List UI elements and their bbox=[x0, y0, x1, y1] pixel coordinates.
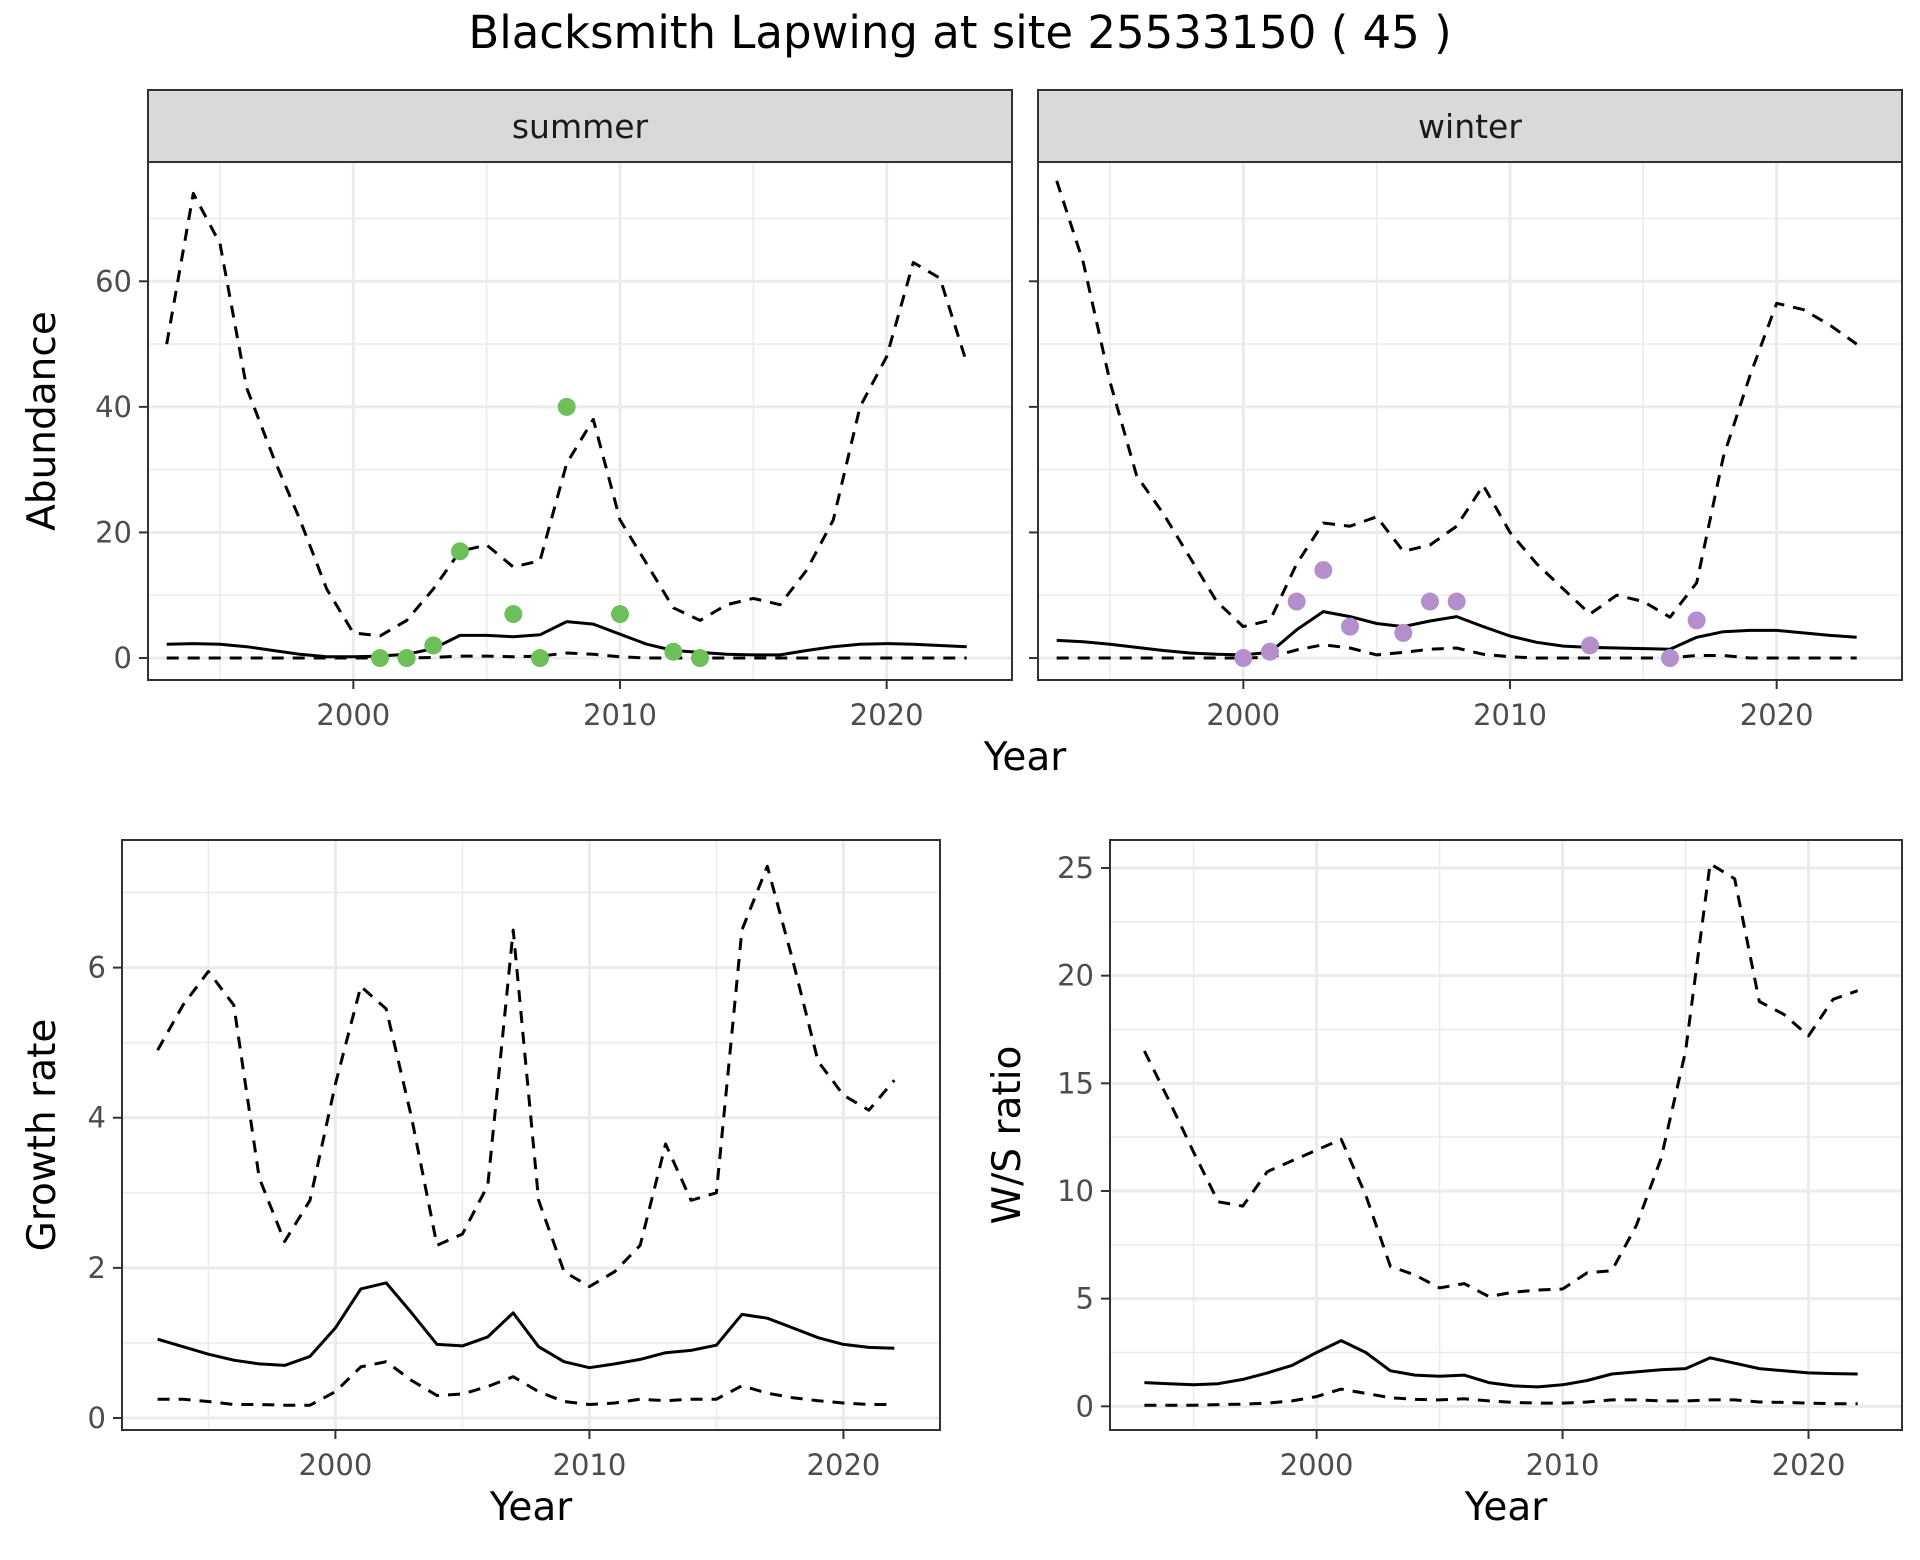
series-line-dashed-2 bbox=[166, 651, 967, 660]
y-tick-label: 60 bbox=[95, 264, 132, 298]
panel-border bbox=[1109, 839, 1903, 1431]
x-tick-label: 2000 bbox=[1206, 698, 1280, 732]
plot-background bbox=[1110, 840, 1902, 1430]
figure-title: Blacksmith Lapwing at site 25533150 ( 45… bbox=[468, 6, 1451, 59]
x-axis-title: Year bbox=[1464, 1485, 1549, 1530]
x-tick-label: 2010 bbox=[553, 1448, 627, 1482]
x-tick-label: 2010 bbox=[1473, 698, 1547, 732]
facet-strip bbox=[1037, 89, 1903, 163]
x-tick-label: 2020 bbox=[1772, 1448, 1846, 1482]
series-line-dashed-0 bbox=[1055, 180, 1858, 629]
data-point bbox=[397, 649, 416, 668]
y-tick-label: 20 bbox=[95, 515, 132, 549]
x-tick-label: 2000 bbox=[298, 1448, 372, 1482]
data-point bbox=[1447, 592, 1466, 611]
series-line-dashed-2 bbox=[1144, 1387, 1858, 1407]
x-tick-label: 2010 bbox=[583, 698, 657, 732]
panel-ws_ratio: 2000 2010 2020 0 5 10 15 20 25 W/S ratio Year bbox=[985, 839, 1903, 1530]
data-point bbox=[664, 642, 683, 661]
y-axis-title: Abundance bbox=[20, 311, 65, 531]
plot-background bbox=[148, 162, 1012, 680]
data-point bbox=[611, 605, 629, 624]
y-tick-label: 0 bbox=[88, 1401, 106, 1435]
series-line-dashed-0 bbox=[156, 864, 896, 1289]
series-line-solid-1 bbox=[157, 1281, 895, 1370]
panel-winter: winter 2000 2010 2020 bbox=[1029, 89, 1903, 732]
x-tick-label: 2020 bbox=[1740, 698, 1814, 732]
panel-border bbox=[121, 839, 941, 1431]
y-tick-label: 15 bbox=[1057, 1066, 1094, 1100]
x-tick-label: 2020 bbox=[807, 1448, 881, 1482]
plot-background bbox=[122, 840, 940, 1430]
facet-label: winter bbox=[1418, 107, 1522, 146]
data-point bbox=[371, 649, 389, 668]
series-line-dashed-0 bbox=[1143, 862, 1859, 1298]
data-point bbox=[1261, 642, 1279, 661]
x-tick-label: 2020 bbox=[850, 698, 924, 732]
data-point bbox=[424, 636, 443, 655]
panel-growth: 2000 2010 2020 0 2 4 6 Growth rate Year bbox=[20, 839, 941, 1530]
series-line-solid-1 bbox=[1144, 1339, 1858, 1389]
series-line-dashed-2 bbox=[157, 1360, 895, 1407]
data-point bbox=[1421, 592, 1439, 611]
data-point bbox=[1581, 636, 1599, 655]
y-tick-label: 20 bbox=[1057, 959, 1094, 993]
data-point bbox=[1287, 592, 1306, 611]
data-point bbox=[504, 605, 523, 624]
series-line-solid-1 bbox=[1056, 610, 1857, 657]
y-axis-title: W/S ratio bbox=[985, 1046, 1030, 1225]
y-tick-label: 0 bbox=[114, 641, 132, 675]
y-tick-label: 2 bbox=[88, 1251, 106, 1285]
y-tick-label: 5 bbox=[1076, 1282, 1094, 1316]
data-point bbox=[557, 397, 576, 416]
series-line-dashed-0 bbox=[165, 191, 969, 638]
y-axis-title: Growth rate bbox=[20, 1019, 65, 1252]
y-tick-label: 6 bbox=[88, 951, 106, 985]
data-point bbox=[1314, 561, 1333, 580]
data-point bbox=[531, 649, 549, 668]
data-point bbox=[1661, 649, 1679, 668]
x-tick-label: 2000 bbox=[1280, 1448, 1354, 1482]
facet-strip bbox=[147, 89, 1013, 163]
data-point bbox=[691, 649, 709, 668]
facet-label: summer bbox=[512, 107, 649, 146]
data-point bbox=[451, 542, 469, 561]
series-line-solid-1 bbox=[166, 620, 967, 659]
y-tick-label: 25 bbox=[1057, 851, 1094, 885]
data-point bbox=[1687, 611, 1706, 630]
y-tick-label: 0 bbox=[1076, 1389, 1094, 1423]
series-line-dashed-2 bbox=[1056, 643, 1857, 660]
x-axis-title: Year bbox=[983, 735, 1068, 780]
y-tick-label: 4 bbox=[88, 1101, 106, 1135]
data-point bbox=[1394, 623, 1413, 642]
x-tick-label: 2000 bbox=[316, 698, 390, 732]
y-tick-label: 40 bbox=[95, 390, 132, 424]
data-point bbox=[1234, 649, 1253, 668]
panel-summer: summer 2000 2010 2020 0 20 40 60 Abundance Year bbox=[20, 89, 1068, 780]
x-tick-label: 2010 bbox=[1526, 1448, 1600, 1482]
y-tick-label: 10 bbox=[1057, 1174, 1094, 1208]
x-axis-title: Year bbox=[489, 1485, 574, 1530]
plot-background bbox=[1038, 162, 1902, 680]
data-point bbox=[1341, 617, 1359, 636]
